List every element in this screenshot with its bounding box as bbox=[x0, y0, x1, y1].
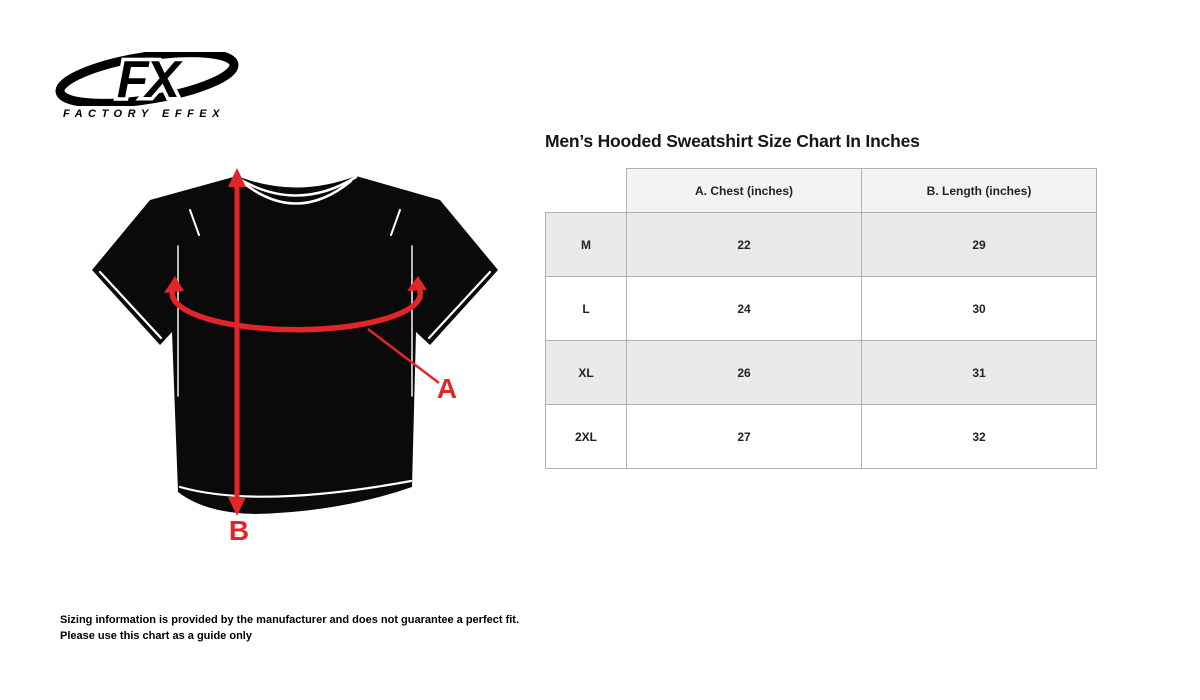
chest-girth-arc bbox=[169, 287, 424, 333]
length-cell: 32 bbox=[861, 404, 1097, 469]
length-cell: 30 bbox=[861, 276, 1097, 341]
table-row-l: L 24 30 bbox=[545, 276, 1097, 341]
size-chart-title: Men’s Hooded Sweatshirt Size Chart In In… bbox=[545, 131, 920, 151]
chest-arrowhead-right bbox=[407, 276, 427, 291]
tshirt-stitching bbox=[98, 175, 492, 498]
header-row: A. Chest (inches) B. Length (inches) bbox=[545, 168, 1097, 213]
chest-label: A bbox=[437, 373, 457, 404]
length-label: B bbox=[229, 515, 249, 546]
length-arrowhead-top bbox=[228, 168, 246, 187]
logo-tagline: FACTORY EFFEX bbox=[63, 108, 225, 120]
disclaimer: Sizing information is provided by the ma… bbox=[60, 613, 519, 645]
header-cell-chest: A. Chest (inches) bbox=[626, 168, 862, 213]
length-arrowhead-bottom bbox=[228, 497, 246, 516]
disclaimer-line-2: Please use this chart as a guide only bbox=[60, 629, 252, 642]
size-cell: M bbox=[545, 212, 627, 277]
fx-logo-icon: FX bbox=[55, 52, 239, 106]
chest-cell: 26 bbox=[626, 340, 862, 405]
size-cell: L bbox=[545, 276, 627, 341]
size-chart-section: Men’s Hooded Sweatshirt Size Chart In In… bbox=[545, 131, 1097, 469]
measurement-marks: A B bbox=[164, 168, 457, 546]
disclaimer-line-1: Sizing information is provided by the ma… bbox=[60, 614, 520, 626]
brand-logo: FX FACTORY EFFEX bbox=[55, 52, 255, 120]
chest-leader-line bbox=[367, 328, 440, 384]
size-chart-table: A. Chest (inches) B. Length (inches) M 2… bbox=[545, 168, 1097, 469]
chest-cell: 24 bbox=[626, 276, 862, 341]
tshirt-size-diagram: A B bbox=[92, 168, 498, 546]
table-row-m: M 22 29 bbox=[545, 212, 1097, 277]
chest-cell: 27 bbox=[626, 404, 862, 469]
tshirt-silhouette bbox=[92, 176, 498, 514]
fx-logo-text: FX bbox=[117, 52, 184, 106]
table-row-2xl: 2XL 27 32 bbox=[545, 404, 1097, 469]
size-cell: 2XL bbox=[545, 404, 627, 469]
chest-cell: 22 bbox=[626, 212, 862, 277]
header-cell-length: B. Length (inches) bbox=[861, 168, 1097, 213]
size-cell: XL bbox=[545, 340, 627, 405]
length-cell: 29 bbox=[861, 212, 1097, 277]
table-row-xl: XL 26 31 bbox=[545, 340, 1097, 405]
header-cell-blank bbox=[545, 168, 627, 213]
chest-arrowhead-left bbox=[164, 276, 184, 293]
length-cell: 31 bbox=[861, 340, 1097, 405]
